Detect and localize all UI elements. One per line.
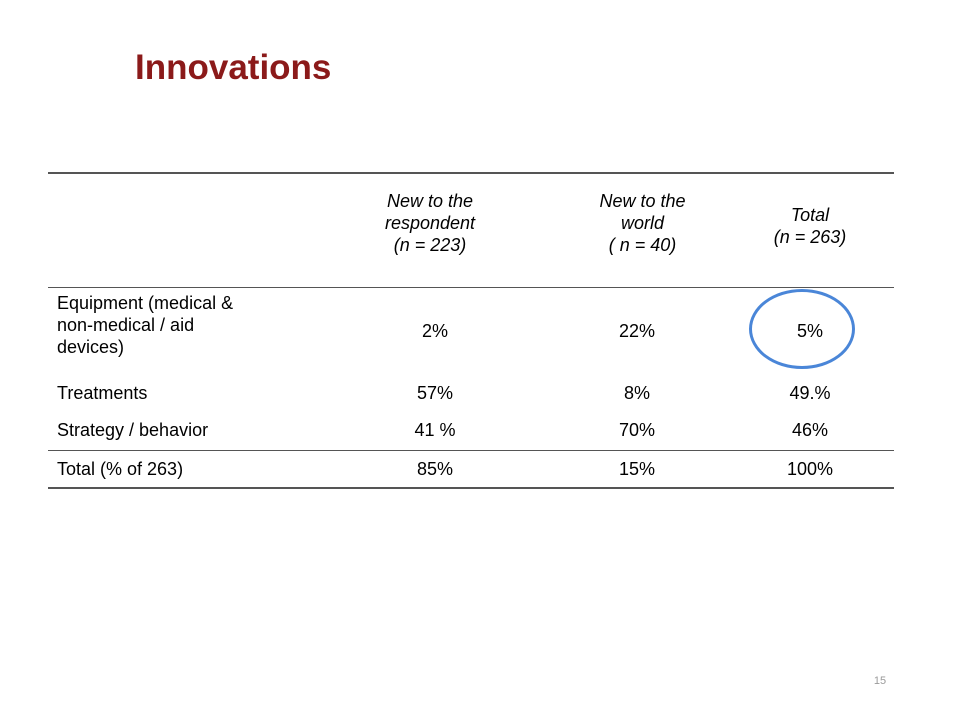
- cell-strategy-world: 70%: [618, 420, 656, 440]
- cell-equipment-world: 22%: [618, 321, 656, 341]
- row-label-strategy: Strategy / behavior: [57, 420, 209, 440]
- page-number: 15: [873, 675, 887, 687]
- row-label-equipment: Equipment (medical & non-medical / aid d…: [57, 293, 234, 357]
- row-label-total: Total (% of 263): [57, 459, 184, 479]
- cell-total-respondent: 85%: [416, 459, 454, 479]
- slide-title: Innovations: [135, 48, 332, 87]
- column-header-new-to-respondent: New to the respondent (n = 223): [384, 191, 476, 255]
- cell-treatments-total: 49.%: [789, 383, 831, 403]
- cell-equipment-respondent: 2%: [421, 321, 448, 341]
- highlight-circle: [749, 289, 855, 369]
- cell-strategy-total: 46%: [791, 420, 829, 440]
- total-divider: [48, 450, 894, 451]
- table-top-rule: [48, 172, 894, 174]
- header-divider: [48, 287, 894, 288]
- table-bottom-rule: [48, 487, 894, 489]
- column-header-new-to-world: New to the world ( n = 40): [599, 191, 686, 255]
- row-label-treatments: Treatments: [57, 383, 148, 403]
- cell-treatments-world: 8%: [623, 383, 650, 403]
- cell-total-world: 15%: [618, 459, 656, 479]
- cell-total-total: 100%: [786, 459, 834, 479]
- cell-strategy-respondent: 41 %: [414, 420, 456, 440]
- column-header-total: Total (n = 263): [773, 205, 847, 247]
- cell-treatments-respondent: 57%: [416, 383, 454, 403]
